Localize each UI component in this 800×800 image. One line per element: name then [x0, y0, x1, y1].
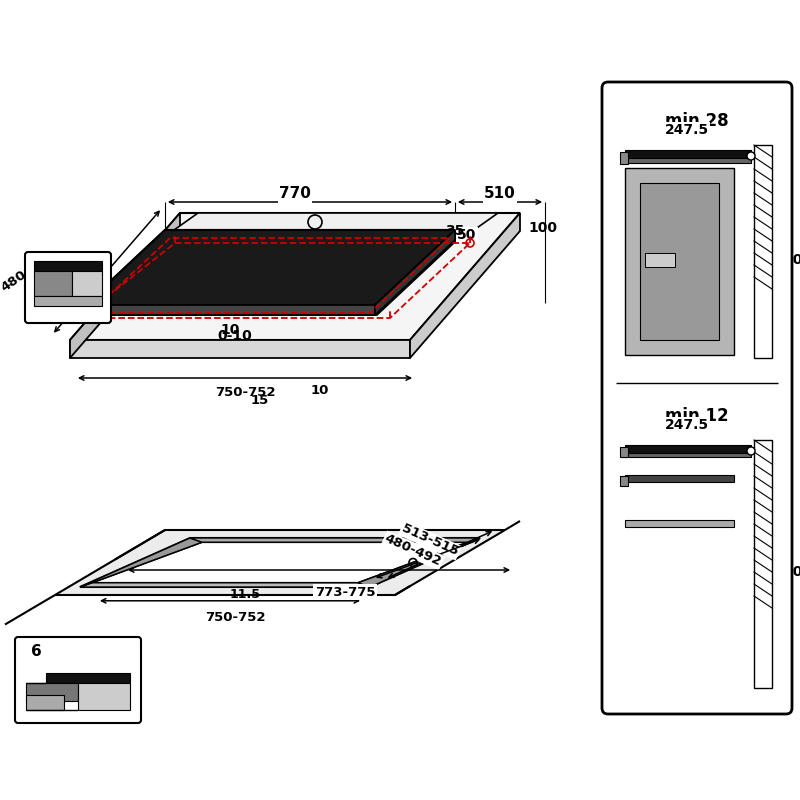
Text: 15: 15	[251, 394, 269, 406]
Bar	[620, 152, 628, 164]
Text: 6: 6	[30, 645, 42, 659]
Bar	[645, 253, 675, 267]
Text: 0-10: 0-10	[218, 329, 252, 343]
Polygon shape	[85, 305, 375, 315]
Bar	[625, 475, 734, 482]
Bar	[72, 271, 102, 296]
Bar	[625, 445, 751, 453]
Polygon shape	[70, 213, 520, 340]
Bar	[620, 476, 628, 486]
Polygon shape	[92, 542, 468, 582]
Text: 4: 4	[38, 303, 47, 317]
FancyBboxPatch shape	[15, 637, 141, 723]
Polygon shape	[375, 230, 455, 315]
Bar	[625, 150, 751, 158]
Text: 20: 20	[784, 254, 800, 267]
Bar	[754, 440, 772, 688]
Polygon shape	[358, 538, 480, 587]
Polygon shape	[85, 230, 455, 305]
Text: 770: 770	[279, 186, 311, 202]
Bar	[34, 261, 102, 271]
Text: 11.5: 11.5	[230, 588, 261, 602]
Polygon shape	[85, 305, 375, 315]
Text: 100: 100	[528, 221, 557, 235]
Polygon shape	[160, 213, 498, 240]
Text: 480-492: 480-492	[382, 532, 443, 569]
Text: min 28: min 28	[665, 112, 729, 130]
Text: 10: 10	[741, 459, 760, 473]
Polygon shape	[80, 582, 370, 587]
FancyBboxPatch shape	[25, 252, 111, 323]
Polygon shape	[410, 213, 520, 358]
Text: 513-515: 513-515	[400, 522, 460, 558]
Text: 20: 20	[784, 566, 800, 579]
Polygon shape	[83, 240, 457, 315]
Text: 247.5: 247.5	[665, 418, 709, 432]
Bar	[625, 158, 751, 163]
Polygon shape	[190, 538, 480, 542]
Polygon shape	[80, 538, 480, 587]
Bar	[46, 673, 130, 683]
Circle shape	[747, 152, 755, 160]
Text: 50: 50	[457, 228, 476, 242]
Text: 10: 10	[220, 323, 240, 337]
Polygon shape	[70, 213, 180, 358]
Circle shape	[747, 447, 755, 455]
Text: 10: 10	[311, 383, 329, 397]
Text: min 12: min 12	[665, 407, 729, 425]
Polygon shape	[70, 340, 410, 358]
Bar	[754, 145, 772, 358]
Text: 750-752: 750-752	[205, 611, 266, 624]
Text: 773-775: 773-775	[314, 586, 375, 598]
Text: 35: 35	[445, 224, 464, 238]
Text: 510: 510	[484, 186, 516, 202]
FancyBboxPatch shape	[602, 82, 792, 714]
Polygon shape	[55, 530, 505, 595]
Polygon shape	[375, 230, 455, 315]
Text: 750-752: 750-752	[214, 386, 275, 398]
Bar	[34, 271, 72, 296]
Bar	[640, 183, 719, 340]
Bar	[26, 683, 78, 701]
Bar	[625, 168, 734, 355]
Bar	[620, 447, 628, 457]
Text: 480-492: 480-492	[0, 249, 56, 294]
Bar	[78, 683, 130, 710]
Bar	[625, 453, 751, 457]
Polygon shape	[80, 538, 202, 587]
Polygon shape	[85, 230, 455, 305]
Bar	[625, 520, 734, 527]
Text: 247.5: 247.5	[665, 123, 709, 137]
Text: 60: 60	[741, 494, 760, 508]
Bar	[26, 695, 64, 710]
Bar	[34, 296, 102, 306]
